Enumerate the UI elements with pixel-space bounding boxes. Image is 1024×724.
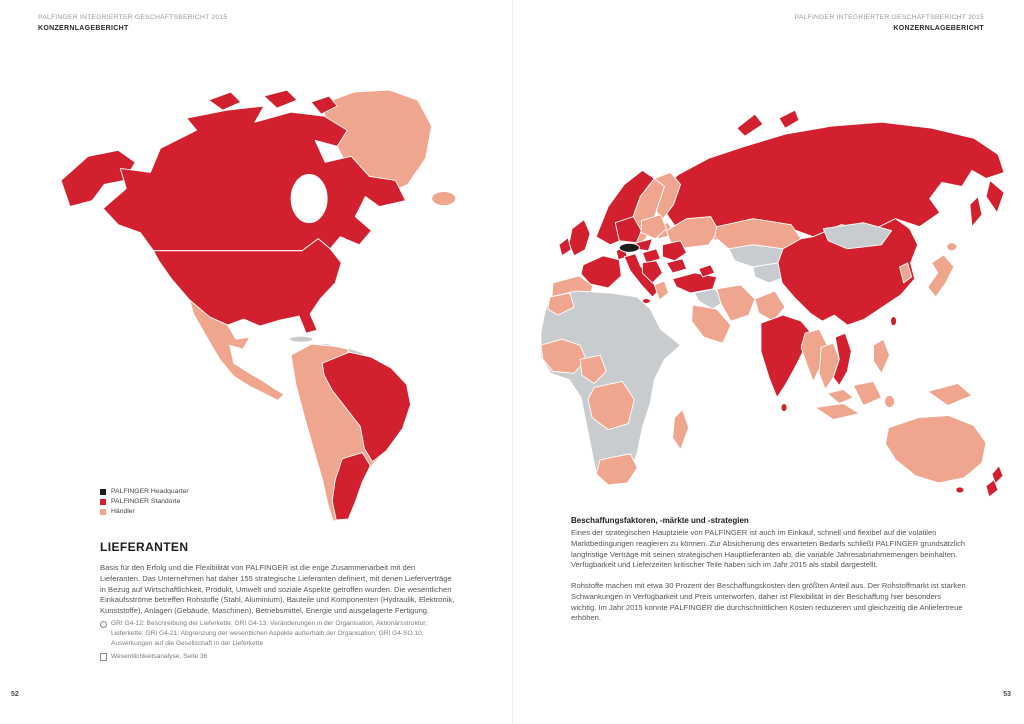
map-region-bulgaria [666, 258, 688, 274]
map-region-australia [885, 415, 987, 484]
map-region-tasmania [955, 486, 965, 494]
map-region-arctic-islands [208, 91, 242, 111]
map-region-vietnam [832, 332, 852, 386]
page-53: PALFINGER INTEGRIERTER GESCHÄFTSBERICHT … [512, 0, 1024, 724]
running-header-right: PALFINGER INTEGRIERTER GESCHÄFTSBERICHT … [795, 13, 984, 34]
map-europe-africa-asia [539, 84, 1013, 506]
page-number-53: 53 [1003, 691, 1011, 698]
map-region-uk [568, 219, 591, 257]
legend-label: PALFINGER Standorte [111, 498, 181, 505]
map-region-syria-iraq [694, 288, 726, 310]
lieferanten-body: Basis für den Erfolg und die Flexibilitä… [100, 563, 455, 616]
map-region-novaya-zemlya [778, 109, 800, 129]
map-americas-svg [60, 89, 457, 522]
map-region-usa [152, 238, 342, 334]
map-region-kamchatka [985, 180, 1005, 214]
map-region-sumatra-java [814, 403, 860, 421]
map-region-myanmar [800, 328, 828, 382]
map-region-sri-lanka [780, 403, 788, 413]
haendler-swatch-icon [100, 508, 106, 515]
legend-item-haendler: Händler [100, 508, 189, 515]
section-title-beschaffung: Beschaffungsfaktoren, -märkte und -strat… [571, 516, 749, 525]
map-region-new-zealand [985, 479, 999, 498]
map-region-caribbean [288, 335, 314, 343]
report-section: KONZERNLAGEBERICHT [38, 24, 129, 32]
map-region-austria-headquarter [618, 242, 640, 253]
map-region-madagascar [672, 409, 690, 451]
map-region-iceland [431, 191, 457, 207]
document-icon [100, 652, 107, 661]
map-region-ireland [558, 237, 572, 257]
map-region-saudi-arabia [691, 304, 732, 344]
reference-text: Wesentlichkeitsanalyse, Seite 36 [111, 652, 208, 660]
map-region-hokkaido [946, 242, 958, 252]
legend-item-standorte: PALFINGER Standorte [100, 498, 189, 505]
gri-note-text: GRI G4-12: Beschreibung der Lieferkette;… [111, 619, 427, 647]
map-region-france [580, 255, 622, 289]
map-region-korea [899, 262, 913, 284]
lieferanten-section: LIEFERANTEN Basis für den Erfolg und die… [100, 540, 457, 661]
beschaffung-paragraph-2: Rohstoffe machen mit etwa 30 Prozent der… [571, 581, 966, 623]
map-region-arctic-islands [263, 89, 298, 109]
legend-label: Händler [111, 508, 135, 515]
map-hudson-bay [290, 173, 328, 224]
map-region-argentina [331, 452, 371, 521]
page-number-52: 52 [11, 691, 19, 698]
running-header-left: PALFINGER INTEGRIERTER GESCHÄFTSBERICHT … [38, 13, 227, 34]
section-title-lieferanten: LIEFERANTEN [100, 540, 189, 554]
legend-item-headquarter: PALFINGER Headquarter [100, 488, 189, 495]
map-region-afghanistan [752, 262, 786, 284]
map-region-novaya-zemlya [736, 113, 764, 137]
beschaffung-paragraph-1: Eines der strategischen Hauptziele von P… [571, 528, 966, 570]
map-region-mongolia [822, 222, 892, 250]
map-region-philippines [873, 338, 890, 374]
map-region-south-africa [595, 453, 638, 486]
map-region-borneo [852, 380, 882, 406]
map-region-thailand [818, 342, 840, 390]
map-region-romania [662, 240, 688, 262]
report-section: KONZERNLAGEBERICHT [893, 24, 984, 32]
map-region-sakhalin [969, 196, 983, 228]
map-region-india [760, 314, 812, 398]
beschaffung-section: Beschaffungsfaktoren, -märkte und -strat… [571, 516, 967, 634]
map-region-greece [653, 280, 669, 301]
map-region-arctic-islands [310, 95, 338, 115]
map-region-germany [614, 216, 642, 244]
map-region-brazil [321, 351, 412, 463]
headquarter-swatch-icon [100, 488, 106, 495]
map-region-sulawesi [884, 395, 896, 408]
map-region-pakistan [754, 290, 786, 322]
legend-label: PALFINGER Headquarter [111, 488, 189, 495]
map-region-new-guinea [927, 382, 973, 406]
map-region-morocco [547, 292, 575, 316]
map-region-west-africa [540, 338, 587, 374]
map-region-mexico-central-america [189, 299, 285, 401]
map-region-sicily [641, 298, 651, 304]
map-region-balkans [641, 260, 663, 284]
page-52: PALFINGER INTEGRIERTER GESCHÄFTSBERICHT … [11, 13, 510, 698]
map-region-japan [927, 254, 955, 298]
report-title: PALFINGER INTEGRIERTER GESCHÄFTSBERICHT … [794, 14, 984, 21]
report-title: PALFINGER INTEGRIERTER GESCHÄFTSBERICHT … [38, 14, 228, 21]
map-americas [58, 86, 510, 523]
map-east-svg [540, 109, 1005, 498]
map-region-taiwan [890, 316, 898, 327]
standorte-swatch-icon [100, 498, 106, 505]
gri-indicator-icon [100, 620, 107, 628]
map-region-congo-angola [587, 380, 635, 431]
map-region-caucasus [698, 264, 716, 278]
gri-note: GRI G4-12: Beschreibung der Lieferkette;… [100, 619, 457, 649]
map-region-greenland [320, 89, 433, 197]
map-region-malaysia [826, 388, 854, 404]
map-region-nigeria-cameroon [579, 354, 607, 384]
map-region-finland [653, 171, 681, 222]
map-region-poland [640, 214, 667, 240]
map-legend: PALFINGER Headquarter PALFINGER Standort… [100, 488, 189, 518]
map-region-iran [716, 284, 756, 322]
map-region-hungary [641, 248, 661, 264]
reference-note: Wesentlichkeitsanalyse, Seite 36 [100, 652, 457, 662]
